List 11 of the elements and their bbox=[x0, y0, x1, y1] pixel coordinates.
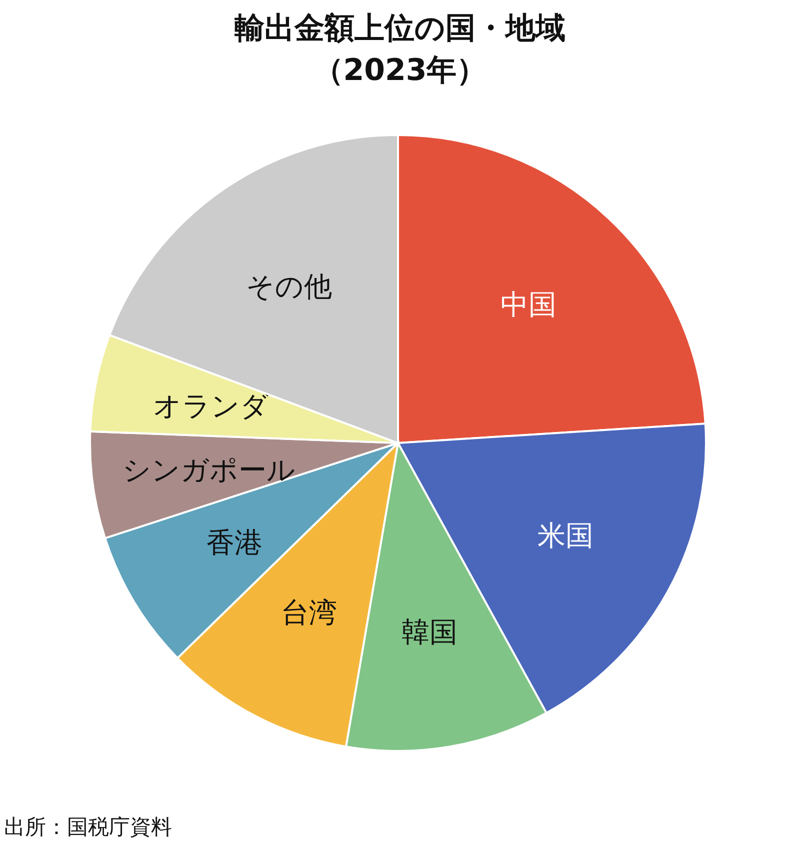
text: 出所：国税庁資料 bbox=[4, 815, 172, 839]
slice-label: 香港 bbox=[206, 526, 263, 559]
slice-label: 台湾 bbox=[281, 596, 338, 630]
chart-subtitle: （2023年） bbox=[313, 53, 487, 88]
slice-label: 中国 bbox=[500, 288, 557, 321]
slice-label: オランダ bbox=[152, 389, 269, 422]
slice-label: その他 bbox=[246, 270, 332, 304]
slice-label: 韓国 bbox=[402, 615, 458, 648]
chart-title: 輸出金額上位の国・地域 bbox=[234, 11, 566, 46]
slice-label: 米国 bbox=[537, 518, 594, 552]
slice-label: シンガポール bbox=[122, 453, 296, 486]
